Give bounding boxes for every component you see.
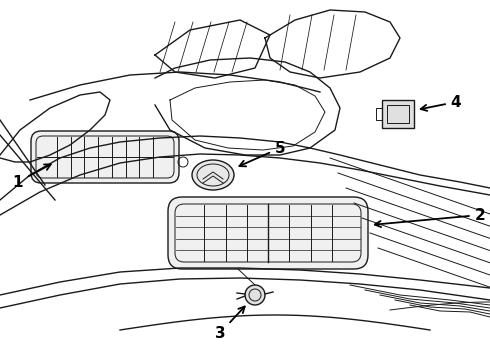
Text: 3: 3 bbox=[215, 306, 245, 341]
FancyBboxPatch shape bbox=[168, 197, 368, 269]
Ellipse shape bbox=[192, 160, 234, 190]
Text: 4: 4 bbox=[421, 95, 461, 111]
Text: 2: 2 bbox=[375, 207, 486, 227]
Bar bbox=[387, 105, 409, 123]
Text: 1: 1 bbox=[13, 164, 51, 189]
FancyBboxPatch shape bbox=[31, 131, 179, 183]
Bar bbox=[382, 100, 414, 128]
Circle shape bbox=[245, 285, 265, 305]
Text: 5: 5 bbox=[240, 140, 285, 166]
